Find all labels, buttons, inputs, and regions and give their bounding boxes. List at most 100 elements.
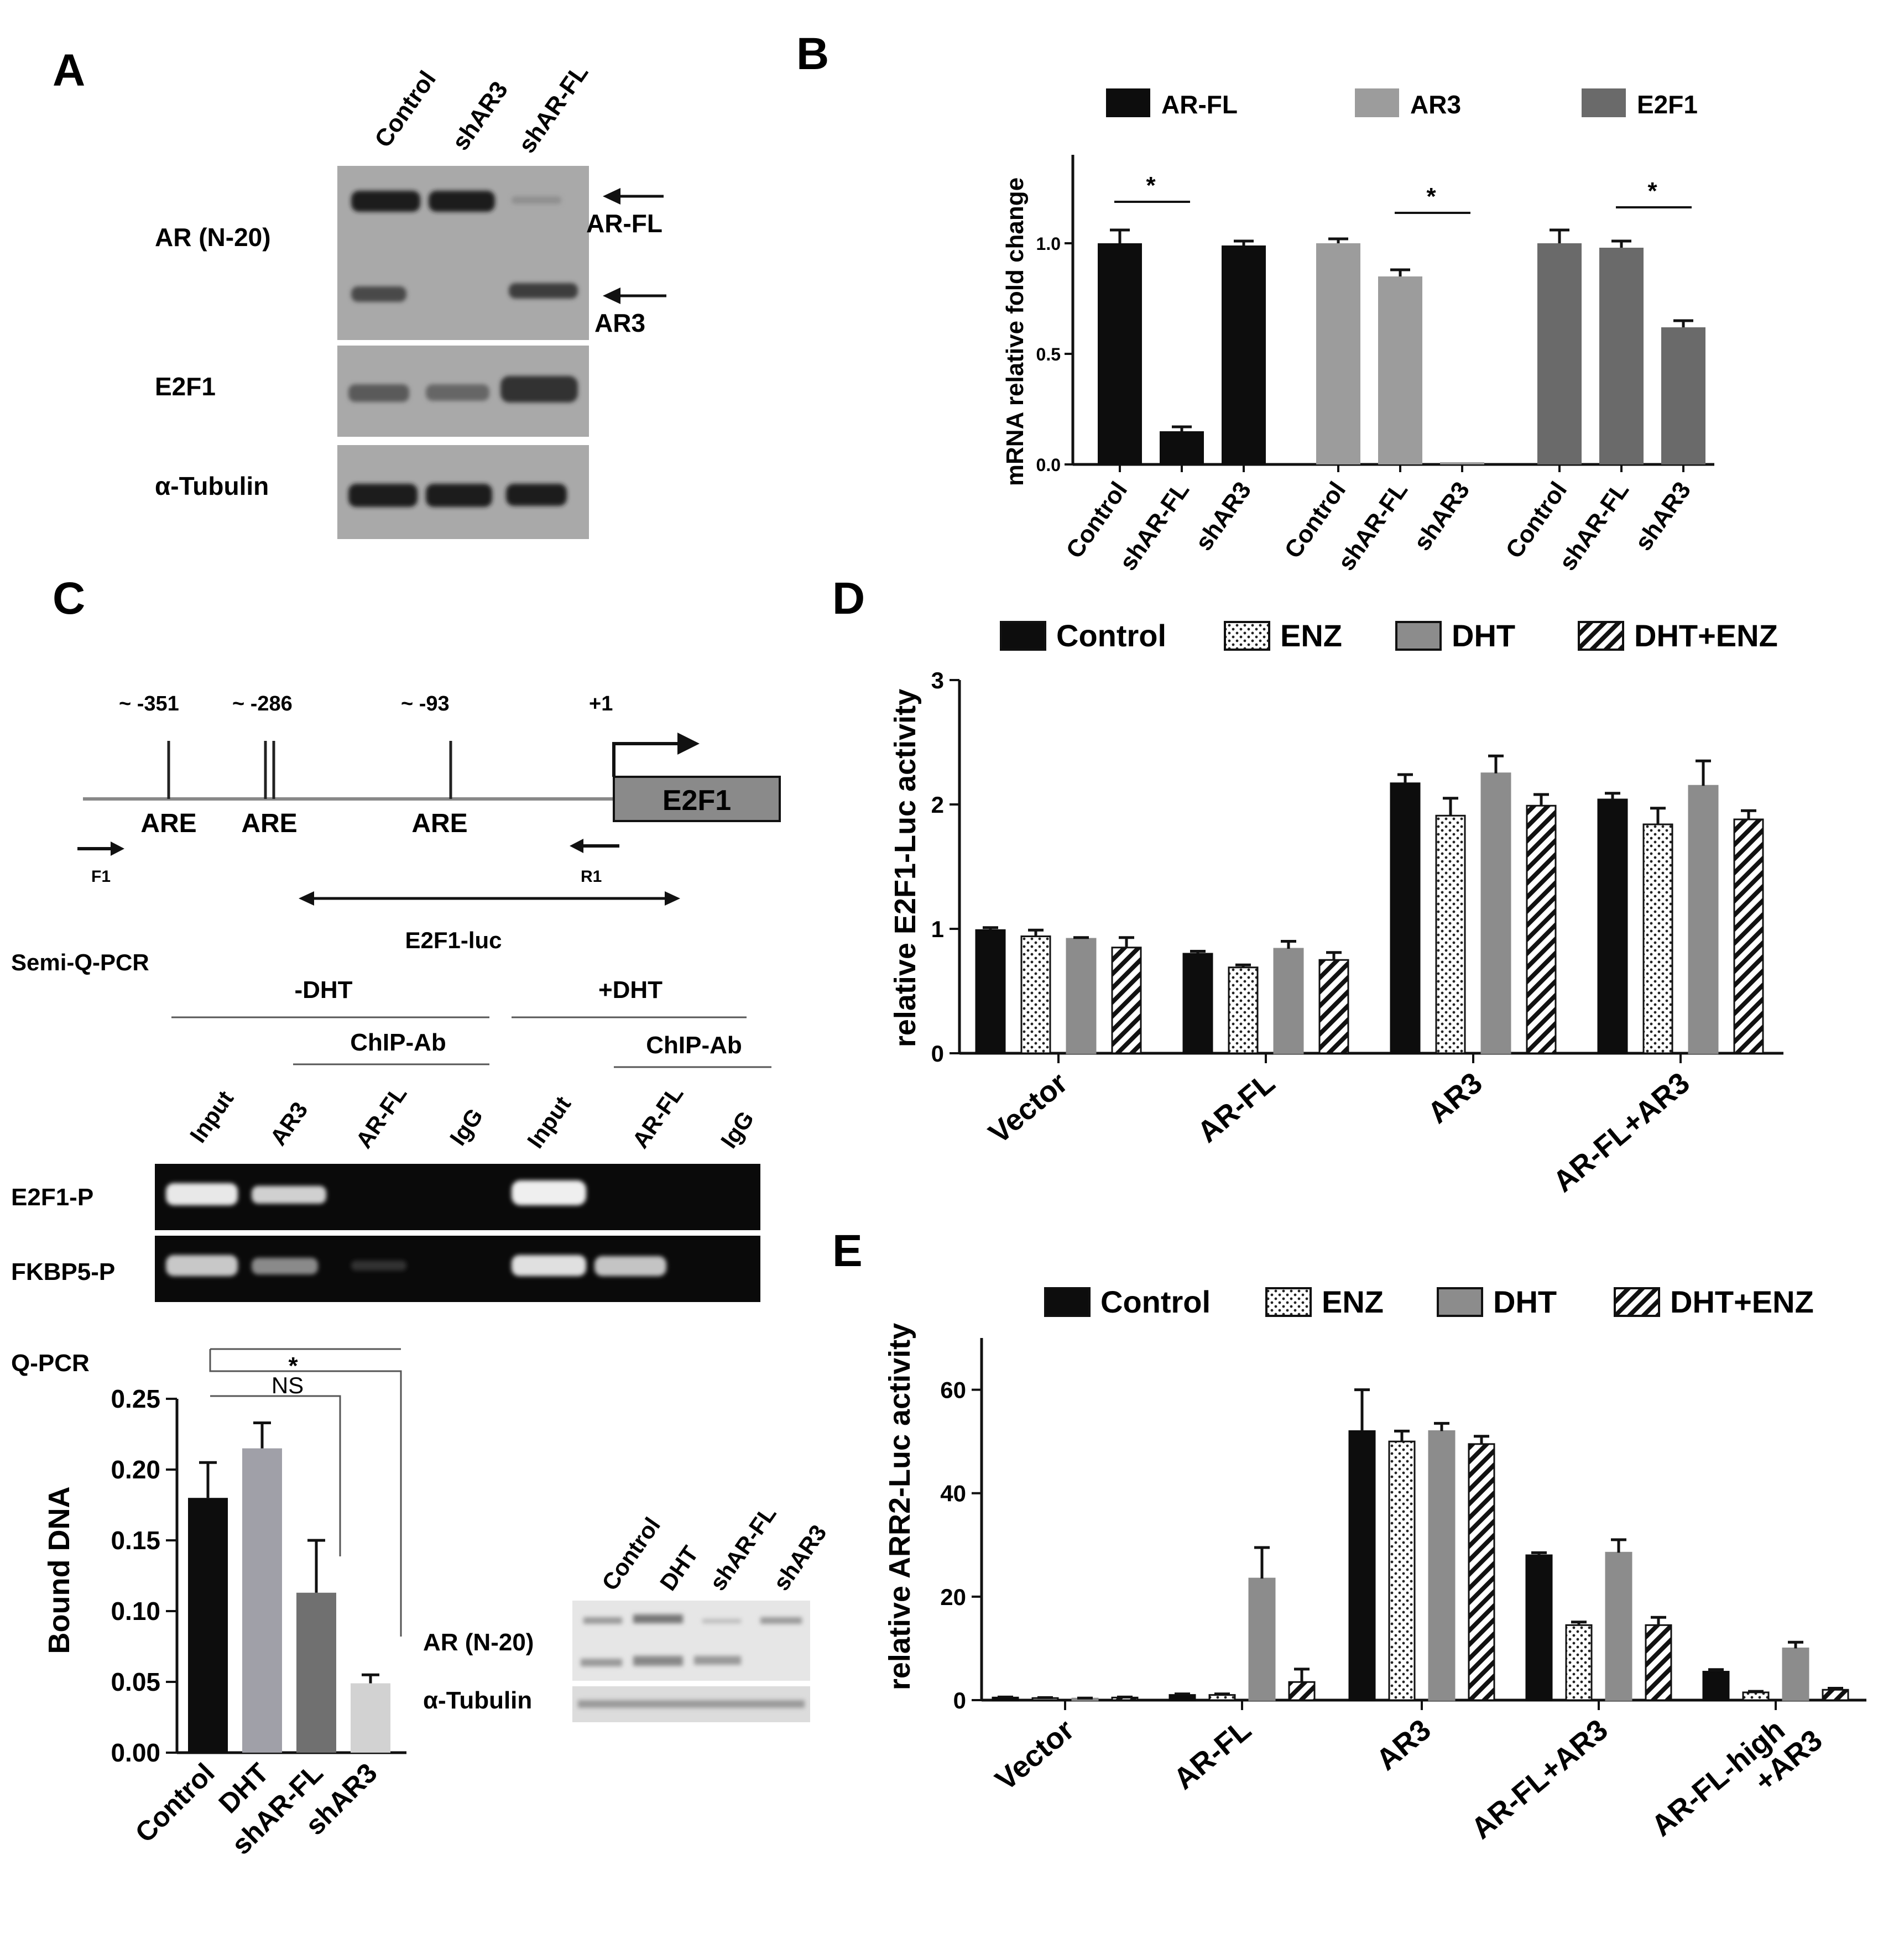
- bar: [188, 1498, 228, 1753]
- inset-row-label: α-Tubulin: [423, 1687, 532, 1714]
- significance-star: *: [1426, 183, 1436, 210]
- x-tick-label: shAR3: [1409, 477, 1475, 556]
- panel-letter-d: D: [832, 573, 865, 624]
- bar: [1435, 814, 1466, 1054]
- y-tick-label: 0.05: [111, 1668, 160, 1696]
- bar: [1066, 938, 1097, 1054]
- legend-label: Control: [1100, 1284, 1211, 1319]
- blot-a-lane-labels: Control shAR3 shAR-FL: [369, 59, 593, 158]
- bar: [1098, 243, 1142, 464]
- gel-row-e2f1: [155, 1164, 760, 1230]
- legend-swatch: [1437, 1287, 1483, 1317]
- bar: [1537, 243, 1582, 464]
- band: [581, 1659, 622, 1666]
- band: [509, 283, 578, 299]
- bar: [1702, 1671, 1730, 1701]
- b-y-label: mRNA relative fold change: [1001, 177, 1029, 486]
- x-tick-label: shAR3: [1190, 477, 1256, 556]
- x-tick-label-line: AR-FL: [1167, 1713, 1258, 1796]
- inset-lane-label: Control: [597, 1513, 665, 1595]
- band: [633, 1656, 683, 1666]
- x-tick-label: AR-FL-high+AR3: [1645, 1699, 1829, 1868]
- bar: [1228, 966, 1259, 1054]
- arrowhead: [665, 891, 680, 906]
- band: [429, 191, 495, 212]
- bar: [1348, 1430, 1376, 1701]
- band: [512, 196, 561, 204]
- significance-star: *: [1647, 177, 1657, 205]
- gel-lane-label: AR-FL: [351, 1081, 412, 1153]
- legend-label: AR-FL: [1161, 90, 1238, 119]
- bar: [1688, 785, 1719, 1054]
- significance-star: *: [288, 1352, 298, 1379]
- x-tick-label: Vector: [989, 1713, 1081, 1797]
- bar: [1565, 1624, 1593, 1701]
- significance-bracket: [209, 1349, 402, 1637]
- position-label: ~ -286: [232, 692, 293, 715]
- bar: [351, 1683, 390, 1753]
- bar: [1169, 1694, 1196, 1701]
- y-tick-label: 40: [940, 1481, 966, 1507]
- gel-row-label: E2F1-P: [11, 1184, 93, 1211]
- bar: [1388, 1440, 1416, 1701]
- gel-band: [512, 1180, 586, 1205]
- x-tick-label: shAR3: [1630, 477, 1696, 556]
- bar: [1288, 1681, 1316, 1701]
- arrowhead: [603, 188, 620, 205]
- panel-d-chart: Control ENZ DHT DHT+ENZ relative E2F1-Luc a…: [889, 618, 1783, 1199]
- panel-c-semi-qpcr: Semi-Q-PCR -DHT +DHT ChIP-Ab ChIP-Ab Inp…: [11, 949, 771, 1302]
- x-tick-label-line: AR-FL: [1191, 1066, 1281, 1149]
- arrow-label-ar3: AR3: [594, 309, 645, 337]
- legend-label: ENZ: [1280, 618, 1342, 653]
- position-label: +1: [589, 692, 613, 715]
- y-tick-label: 0.0: [1036, 455, 1061, 475]
- row-label: E2F1: [155, 372, 216, 401]
- y-tick-label: 1: [931, 916, 944, 942]
- gel-band: [166, 1255, 238, 1276]
- legend-label: AR3: [1410, 90, 1461, 119]
- bar: [1318, 959, 1349, 1054]
- bar: [1020, 935, 1051, 1054]
- bar: [1273, 948, 1304, 1054]
- band: [351, 286, 406, 302]
- bar: [1182, 953, 1213, 1054]
- y-tick-label: 60: [940, 1377, 966, 1403]
- x-tick-label: AR-FL+AR3: [1547, 1066, 1696, 1199]
- band: [702, 1619, 741, 1623]
- x-tick-label-line: AR-FL+AR3: [1465, 1713, 1614, 1846]
- lane-label: shAR-FL: [513, 59, 593, 158]
- legend-swatch: [1582, 88, 1626, 117]
- bar: [1599, 248, 1644, 464]
- bar: [1208, 1694, 1236, 1701]
- panel-e-chart: Control ENZ DHT DHT+ENZ relative ARR2-Luc a…: [883, 1284, 1866, 1868]
- legend-label: DHT: [1493, 1284, 1557, 1319]
- e2f1-gene-box: [613, 776, 781, 822]
- arrowhead: [677, 733, 700, 755]
- x-tick-label-line: AR3: [1421, 1066, 1488, 1130]
- y-tick-label: 0.5: [1036, 344, 1061, 364]
- minus-dht-label: -DHT: [294, 976, 352, 1003]
- bar: [1440, 462, 1484, 464]
- y-tick-label: 3: [931, 667, 944, 693]
- bar: [1222, 245, 1266, 464]
- band: [583, 1617, 622, 1624]
- arrowhead: [111, 841, 124, 856]
- legend-label: DHT+ENZ: [1670, 1284, 1814, 1319]
- bar: [1733, 818, 1764, 1054]
- band: [578, 1700, 805, 1708]
- bar: [1742, 1691, 1770, 1701]
- significance-star: *: [1146, 172, 1156, 199]
- legend-swatch: [1224, 621, 1270, 651]
- panel-b-chart: AR-FL AR3 E2F1 mRNA relative fold change 0…: [1001, 88, 1714, 576]
- bar: [1248, 1577, 1276, 1701]
- band: [506, 484, 567, 506]
- x-tick-label-line: Vector: [983, 1066, 1074, 1150]
- gel-band: [351, 1261, 406, 1271]
- semi-qpcr-title: Semi-Q-PCR: [11, 949, 149, 975]
- bar: [975, 929, 1006, 1054]
- gel-lane-label: Input: [185, 1086, 238, 1147]
- bar: [1642, 823, 1673, 1054]
- bar: [1316, 243, 1360, 464]
- legend-swatch: [1578, 621, 1624, 651]
